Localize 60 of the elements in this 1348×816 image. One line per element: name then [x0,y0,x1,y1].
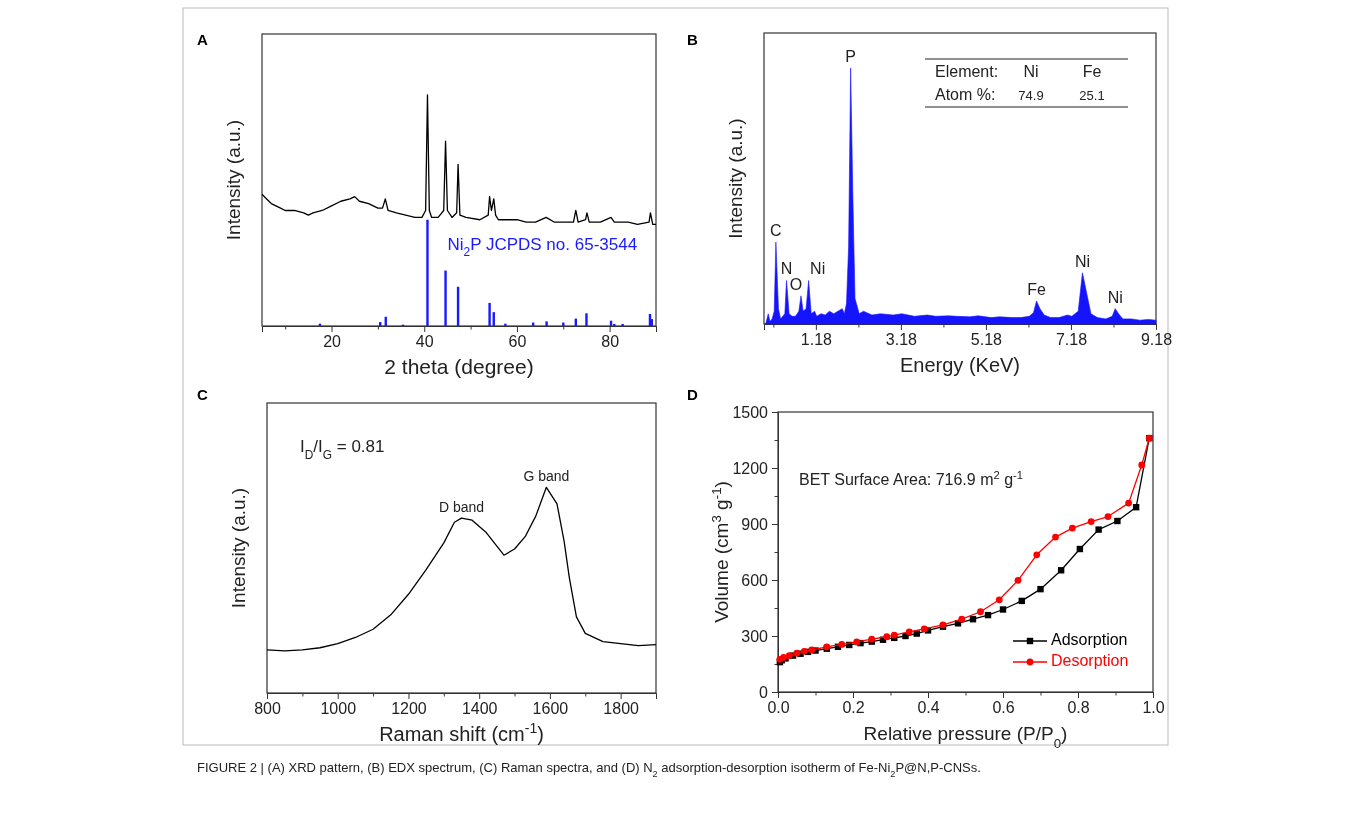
annotation: P [845,48,856,66]
legend-label: Adsorption [1051,631,1128,649]
annotation: Ni [1023,63,1039,80]
x-tick-label: 60 [508,333,527,351]
y-tick-label: 1200 [732,459,769,477]
annotation: C [770,222,782,240]
annotation: Atom %: [935,86,996,103]
x-tick-label: 0.8 [1067,699,1090,717]
x-tick-label: 80 [601,333,620,351]
x-tick-label: 0.6 [992,699,1015,717]
x-tick-label: 20 [323,333,342,351]
legend-label: Desorption [1051,652,1129,670]
x-tick-label: 5.18 [970,331,1003,349]
x-tick-label: 1.0 [1142,699,1165,717]
annotation: Element: [935,63,999,80]
chart-title: B [687,31,698,48]
y-tick-label: 1500 [732,403,769,421]
x-tick-label: 1400 [461,700,498,718]
annotation: Ni [810,260,826,278]
annotation: G band [523,468,570,485]
chart-title: A [197,31,208,48]
y-axis-title: Intensity (a.u.) [725,118,746,239]
x-tick-label: 1.18 [800,331,833,349]
x-tick-label: 1800 [603,700,640,718]
annotation: D band [438,499,485,516]
x-tick-label: 7.18 [1055,331,1088,349]
annotation: Fe [1082,63,1102,80]
x-tick-label: 0.4 [917,699,940,717]
annotation: O [789,275,803,293]
x-tick-label: 800 [254,700,281,718]
annotation: Fe [1027,280,1046,298]
annotation: 25.1 [1079,88,1105,103]
x-axis-title: Raman shift (cm$^{-1}$) [379,720,544,745]
annotation: BET Surface Area: 716.9 m$^{2}$ g$^{-1}$ [799,469,1024,488]
series-label: Ni$_{2}$P JCPDS no. 65-3544 [447,235,638,260]
caption: FIGURE 2 | (A) XRD pattern, (B) EDX spectrum, (C) Raman spectra, and (D) N$_{2}$ adsorption-desorption isotherm of Fe-Ni$_{2}$P@N,P-CNSs. [197,760,981,779]
annotation: Ni [1074,252,1090,270]
x-tick-label: 9.18 [1140,331,1173,349]
x-axis-title: Relative pressure (P/P$_{0}$) [863,723,1068,751]
y-tick-label: 900 [741,515,769,533]
text: I$_{D}$/I$_{G}$ = 0.81 [300,437,385,462]
chart-title: C [197,386,208,403]
x-tick-label: 0.2 [842,699,865,717]
x-tick-label: 1200 [391,700,427,718]
annotation: 74.9 [1018,88,1044,103]
x-tick-label: 1000 [320,700,357,718]
y-tick-label: 300 [741,627,769,645]
x-tick-label: 40 [415,333,434,351]
x-tick-label: 0.0 [767,699,790,717]
y-tick-label: 0 [759,683,769,701]
annotation: Ni [1107,288,1123,306]
chart-title: D [687,386,698,403]
x-tick-label: 1600 [532,700,569,718]
x-axis-title: 2 theta (degree) [384,355,534,378]
y-axis-title: Intensity (a.u.) [223,119,244,241]
x-tick-label: 3.18 [885,331,918,349]
y-axis-title: Intensity (a.u.) [228,487,249,609]
annotation: N [780,260,793,278]
x-axis-title: Energy (KeV) [899,354,1021,376]
y-tick-label: 600 [741,571,769,589]
